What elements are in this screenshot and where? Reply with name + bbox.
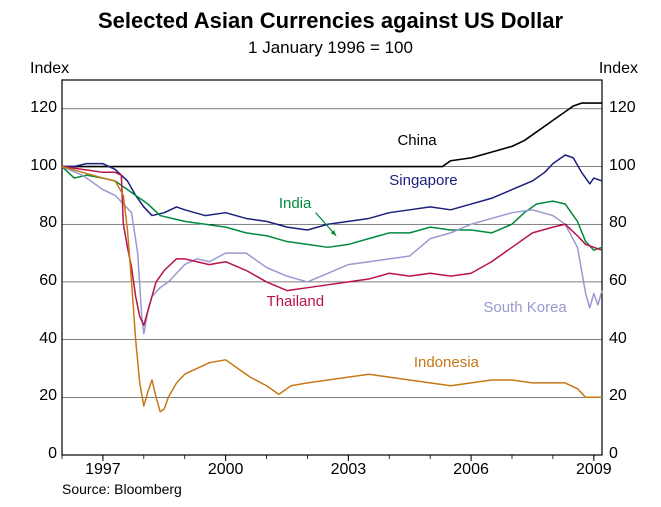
y-tick-left: 0: [7, 445, 57, 463]
y-tick-left: 20: [7, 387, 57, 405]
y-tick-right: 120: [609, 99, 636, 117]
y-tick-right: 60: [609, 272, 627, 290]
series-indonesia: [62, 167, 602, 412]
source-text: Source: Bloomberg: [62, 481, 182, 497]
y-tick-right: 40: [609, 330, 627, 348]
x-tick: 2009: [564, 461, 624, 479]
y-tick-left: 60: [7, 272, 57, 290]
series-label-singapore: Singapore: [389, 172, 457, 189]
y-tick-left: 40: [7, 330, 57, 348]
y-tick-right: 80: [609, 214, 627, 232]
x-tick: 2006: [441, 461, 501, 479]
plot-area: [0, 0, 661, 507]
x-tick: 1997: [73, 461, 133, 479]
x-tick: 2003: [318, 461, 378, 479]
chart-container: Selected Asian Currencies against US Dol…: [0, 0, 661, 507]
y-tick-left: 80: [7, 214, 57, 232]
series-label-indonesia: Indonesia: [414, 354, 479, 371]
series-label-south-korea: South Korea: [483, 299, 566, 316]
y-tick-left: 120: [7, 99, 57, 117]
y-tick-right: 100: [609, 157, 636, 175]
series-china: [62, 103, 602, 166]
series-label-india: India: [279, 195, 312, 212]
x-tick: 2000: [196, 461, 256, 479]
series-india: [62, 167, 602, 251]
y-tick-right: 20: [609, 387, 627, 405]
series-label-china: China: [397, 132, 436, 149]
series-label-thailand: Thailand: [267, 293, 325, 310]
y-tick-left: 100: [7, 157, 57, 175]
